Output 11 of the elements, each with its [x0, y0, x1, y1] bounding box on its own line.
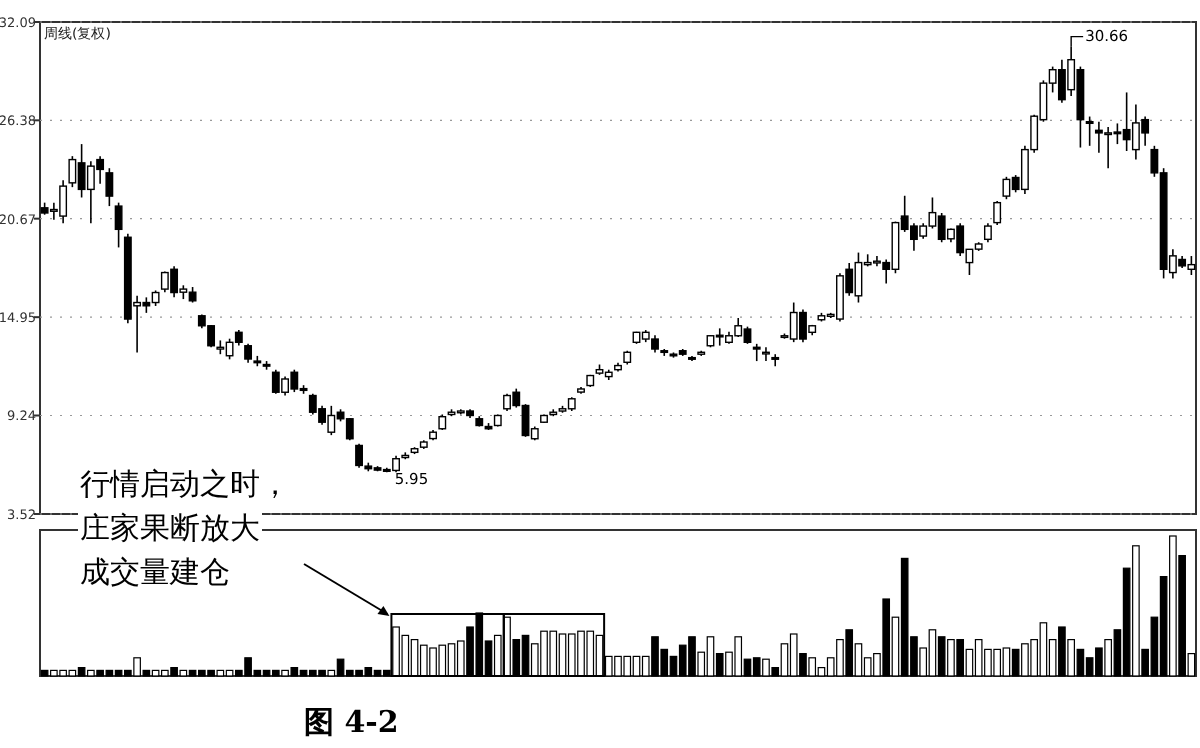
candlestick — [771, 353, 780, 368]
candlestick — [114, 201, 123, 249]
candlestick — [105, 167, 114, 207]
candlestick — [244, 343, 253, 364]
caption: 图 4-2 — [304, 704, 399, 740]
annotation: 行情启动之时，庄家果断放大成交量建仓 — [80, 466, 290, 590]
candlestick — [762, 346, 770, 362]
candlestick — [1085, 115, 1094, 147]
candlestick — [993, 200, 1002, 226]
candlestick — [983, 222, 992, 244]
candlestick — [752, 343, 761, 362]
